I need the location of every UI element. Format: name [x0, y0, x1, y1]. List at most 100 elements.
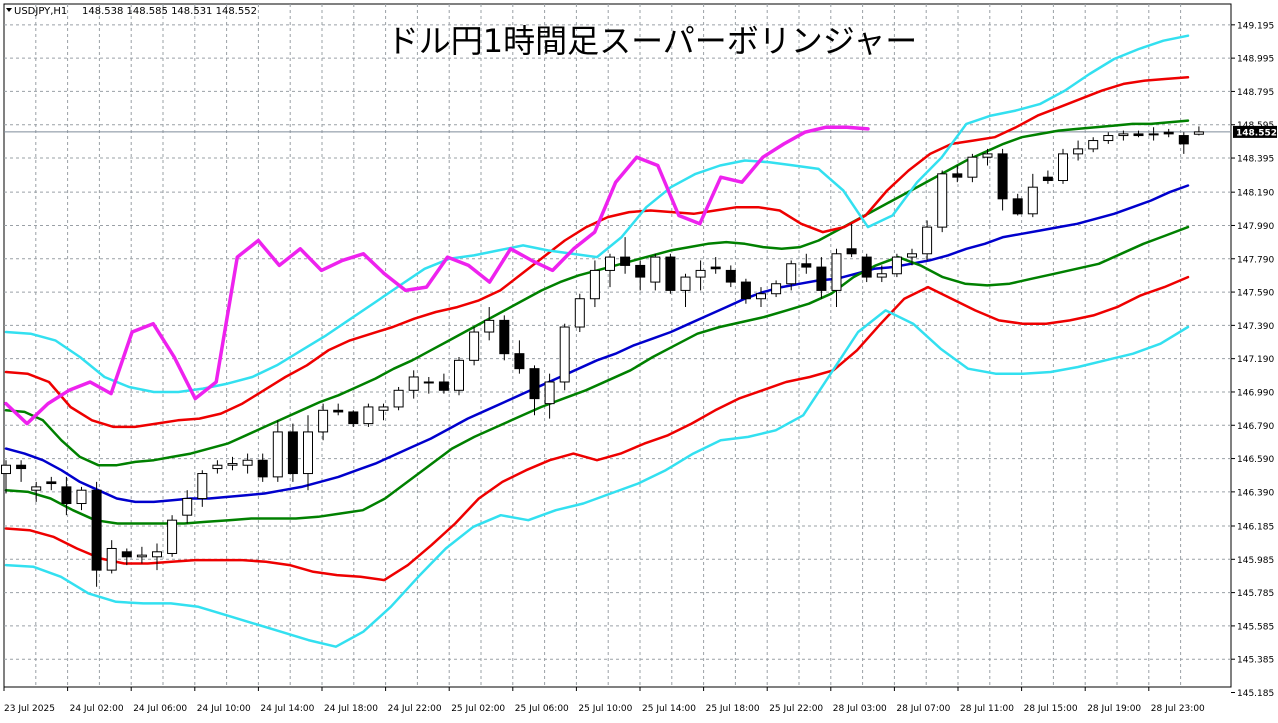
candle-body-bull [967, 156, 978, 178]
candle-body-bull [136, 554, 147, 558]
candle [861, 253, 872, 283]
candle [1088, 137, 1099, 153]
candle [695, 260, 706, 291]
current-price-label: 148.552 [1236, 128, 1277, 138]
time-tick-label: 24 Jul 22:00 [388, 704, 442, 714]
lower-2sigma-line [4, 275, 1190, 582]
candle-body-bull [378, 406, 389, 411]
candle-body-bear [333, 409, 344, 413]
candle-body-bull [1088, 140, 1099, 150]
candle [529, 365, 540, 416]
candle-body-bull [31, 486, 42, 491]
price-axis: 149.195148.995148.795148.595148.395148.1… [6, 8, 1277, 699]
candle-body-bear [61, 486, 72, 505]
candle [197, 470, 208, 507]
current-price-tag [1233, 125, 1277, 138]
candle-body-bull [831, 253, 842, 291]
candle-body-bear [121, 551, 132, 558]
time-axis: 23 Jul 2025 24 Jul 02:00 24 Jul 06:00 24 Ju… [3, 687, 1205, 714]
candle [46, 476, 57, 491]
candle-body-bear [46, 481, 57, 485]
time-tick-label: 28 Jul 23:00 [1151, 704, 1205, 714]
candle [1, 460, 11, 494]
time-tick-label: 24 Jul 02:00 [70, 704, 124, 714]
candle-body-bear [620, 256, 631, 266]
bollinger-bands [4, 34, 1190, 648]
candle-body-bull [363, 406, 374, 425]
candle [61, 476, 72, 516]
candle [1133, 130, 1144, 138]
price-tick-label: 146.790 [1237, 422, 1274, 432]
candle-body-bear [740, 281, 751, 300]
price-tick-label: 146.590 [1237, 455, 1274, 465]
candle-body-bear [257, 459, 268, 478]
candle [363, 403, 374, 427]
price-tick-label: 148.190 [1237, 189, 1274, 199]
candle-body-bull [771, 283, 782, 295]
candle [967, 153, 978, 183]
candle-body-bull [574, 298, 585, 328]
candle-body-bull [393, 389, 404, 408]
candle [831, 248, 842, 308]
candle-body-bull [907, 253, 917, 258]
candle-body-bull [167, 519, 178, 554]
price-tick-label: 148.995 [1237, 55, 1274, 65]
candle-body-bull [212, 464, 223, 470]
plot-frame [3, 3, 1232, 688]
candle-body-bull [272, 431, 283, 478]
candle [1178, 132, 1189, 154]
candle [1012, 193, 1023, 216]
price-tick-label: 149.195 [1237, 21, 1274, 31]
lagging-span-line [4, 125, 870, 426]
candle-body-bull [891, 256, 902, 275]
candle-body-bull [197, 473, 208, 500]
candle [997, 148, 1008, 211]
candle [952, 165, 963, 183]
price-tick-label: 148.795 [1237, 88, 1274, 98]
time-tick-label: 24 Jul 14:00 [260, 704, 314, 714]
candle [544, 373, 555, 419]
candle [454, 357, 464, 396]
candles [1, 126, 1204, 587]
candle-body-bull [469, 331, 480, 361]
candle-body-bear [91, 489, 102, 571]
candle-body-bear [499, 319, 510, 355]
candle [725, 265, 736, 288]
lower-1sigma-line [4, 225, 1190, 525]
symbol-label: USDJPY,H1 [14, 6, 67, 17]
candle [287, 423, 298, 482]
candle [650, 253, 661, 291]
candle [1058, 148, 1068, 184]
candle-body-bull [152, 551, 162, 558]
candle [1163, 128, 1174, 138]
candle-body-bull [589, 269, 600, 300]
candle [816, 257, 827, 299]
candle [1148, 127, 1159, 141]
lagging-span [4, 125, 870, 426]
price-tick-label: 147.190 [1237, 355, 1274, 365]
candle-body-bull [756, 293, 766, 300]
time-tick-label: 28 Jul 07:00 [896, 704, 950, 714]
candle-body-bear [529, 368, 540, 400]
candle [212, 460, 223, 474]
candle-body-bull [242, 459, 253, 466]
candle [1118, 130, 1129, 141]
time-tick-label: 28 Jul 15:00 [1024, 704, 1078, 714]
candle-body-bear [1012, 198, 1023, 215]
time-tick-label: 24 Jul 10:00 [197, 704, 251, 714]
candle-body-bear [997, 153, 1008, 200]
time-tick-label: 25 Jul 18:00 [706, 704, 760, 714]
candle-body-bear [710, 266, 721, 270]
candle-body-bull [786, 263, 797, 285]
candle [227, 456, 238, 471]
candle [756, 287, 766, 308]
candle [665, 253, 676, 294]
candle [423, 376, 434, 394]
time-tick-label: 25 Jul 06:00 [515, 704, 569, 714]
candle [1027, 173, 1038, 218]
time-tick-label: 25 Jul 14:00 [642, 704, 696, 714]
candle-body-bear [816, 266, 827, 291]
time-tick-label: 28 Jul 19:00 [1087, 704, 1141, 714]
